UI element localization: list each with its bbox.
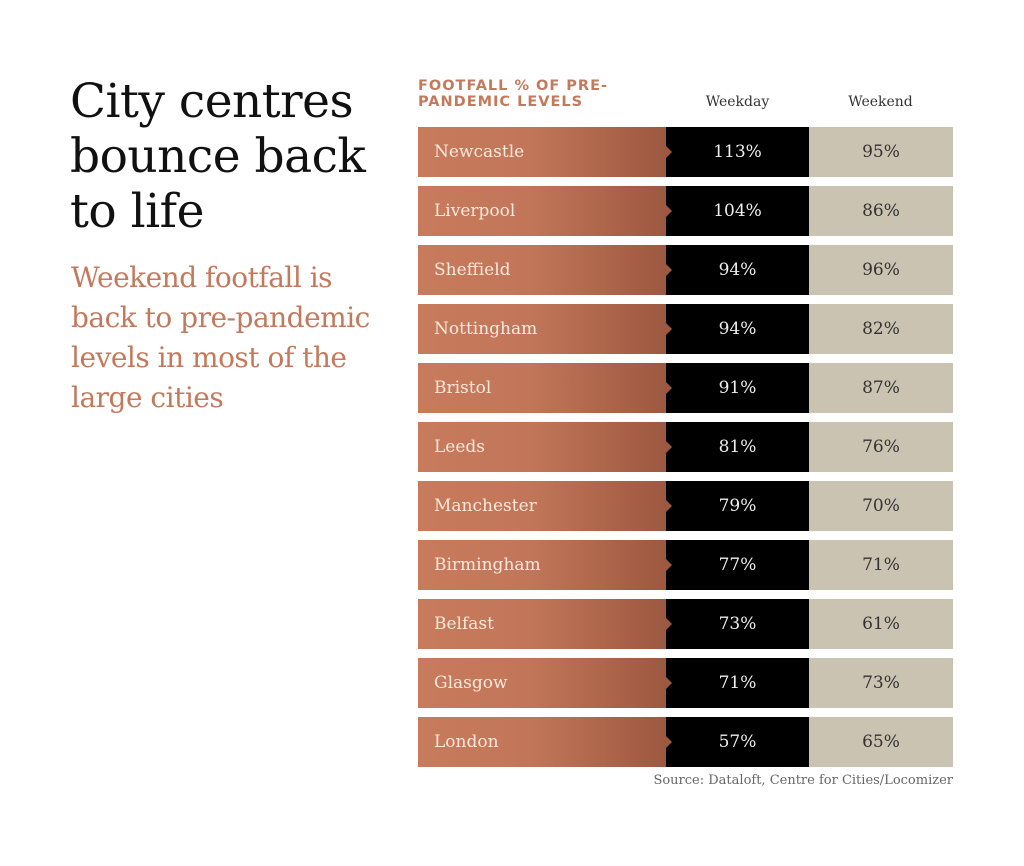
- table-row: Sheffield 94% 96%: [418, 245, 953, 295]
- city-cell: Birmingham: [418, 540, 672, 590]
- weekend-cell: 61%: [809, 599, 953, 649]
- city-cell: Leeds: [418, 422, 672, 472]
- table-title: FOOTFALL % OF PRE-PANDEMIC LEVELS: [418, 78, 609, 110]
- page-title: City centres bounce back to life: [70, 74, 366, 239]
- weekday-cell: 113%: [666, 127, 809, 177]
- weekend-cell: 87%: [809, 363, 953, 413]
- column-header-weekday: Weekday: [705, 94, 770, 110]
- city-cell: Liverpool: [418, 186, 672, 236]
- city-cell: Sheffield: [418, 245, 672, 295]
- weekday-cell: 104%: [666, 186, 809, 236]
- table-row: Nottingham 94% 82%: [418, 304, 953, 354]
- weekday-cell: 79%: [666, 481, 809, 531]
- weekend-cell: 86%: [809, 186, 953, 236]
- weekend-cell: 73%: [809, 658, 953, 708]
- weekend-cell: 65%: [809, 717, 953, 767]
- weekend-cell: 71%: [809, 540, 953, 590]
- table-row: Birmingham 77% 71%: [418, 540, 953, 590]
- table-row: Newcastle 113% 95%: [418, 127, 953, 177]
- weekday-cell: 94%: [666, 304, 809, 354]
- city-cell: Newcastle: [418, 127, 672, 177]
- page-subtitle: Weekend footfall is back to pre-pandemic…: [71, 261, 370, 414]
- weekday-cell: 81%: [666, 422, 809, 472]
- weekday-cell: 94%: [666, 245, 809, 295]
- source-note: Source: Dataloft, Centre for Cities/Loco…: [653, 773, 953, 788]
- table-row: London 57% 65%: [418, 717, 953, 767]
- table-row: Leeds 81% 76%: [418, 422, 953, 472]
- city-cell: Nottingham: [418, 304, 672, 354]
- weekend-cell: 96%: [809, 245, 953, 295]
- table-row: Bristol 91% 87%: [418, 363, 953, 413]
- table-row: Belfast 73% 61%: [418, 599, 953, 649]
- weekend-cell: 70%: [809, 481, 953, 531]
- city-cell: Belfast: [418, 599, 672, 649]
- weekday-cell: 71%: [666, 658, 809, 708]
- weekday-cell: 73%: [666, 599, 809, 649]
- weekday-cell: 91%: [666, 363, 809, 413]
- weekend-cell: 76%: [809, 422, 953, 472]
- city-cell: Bristol: [418, 363, 672, 413]
- city-cell: London: [418, 717, 672, 767]
- weekend-cell: 82%: [809, 304, 953, 354]
- table-row: Manchester 79% 70%: [418, 481, 953, 531]
- city-cell: Glasgow: [418, 658, 672, 708]
- table-body: Newcastle 113% 95% Liverpool 104% 86% Sheffiel…: [418, 127, 953, 776]
- weekend-cell: 95%: [809, 127, 953, 177]
- city-cell: Manchester: [418, 481, 672, 531]
- weekday-cell: 57%: [666, 717, 809, 767]
- weekday-cell: 77%: [666, 540, 809, 590]
- table-row: Liverpool 104% 86%: [418, 186, 953, 236]
- table-row: Glasgow 71% 73%: [418, 658, 953, 708]
- column-header-weekend: Weekend: [848, 94, 913, 110]
